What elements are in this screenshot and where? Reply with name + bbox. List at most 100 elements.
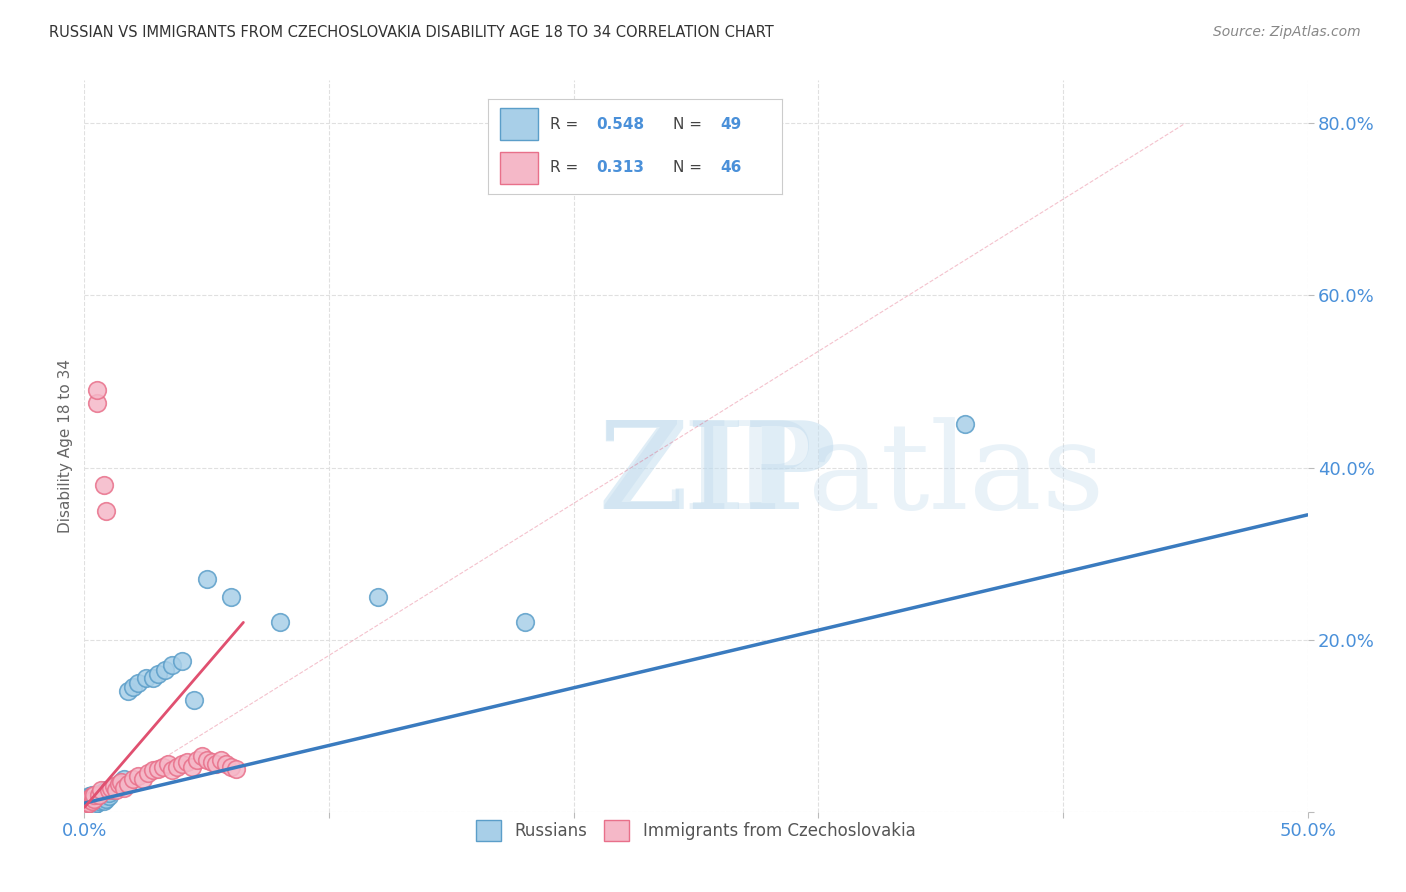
- Point: [77, 797, 100, 811]
- Point: [122, 772, 145, 786]
- Point: [77, 793, 100, 807]
- Point: [86, 796, 108, 810]
- Point: [80, 789, 103, 804]
- Point: [122, 680, 145, 694]
- Point: [209, 753, 232, 767]
- Point: [734, 177, 756, 191]
- Point: [112, 780, 135, 795]
- Point: [146, 762, 169, 776]
- Point: [186, 753, 208, 767]
- Text: Source: ZipAtlas.com: Source: ZipAtlas.com: [1213, 25, 1361, 39]
- Y-axis label: Disability Age 18 to 34: Disability Age 18 to 34: [58, 359, 73, 533]
- Point: [77, 789, 100, 804]
- Point: [76, 792, 98, 806]
- Point: [83, 788, 105, 802]
- Point: [87, 788, 110, 802]
- Point: [110, 774, 132, 789]
- Point: [513, 615, 536, 630]
- Point: [112, 772, 135, 786]
- Point: [80, 794, 103, 808]
- Point: [225, 762, 247, 776]
- Point: [127, 768, 149, 782]
- Text: ZIP: ZIP: [598, 417, 837, 534]
- Point: [117, 777, 139, 791]
- Point: [83, 792, 105, 806]
- Point: [135, 671, 157, 685]
- Point: [90, 792, 112, 806]
- Point: [200, 755, 222, 769]
- Point: [90, 786, 112, 800]
- Point: [77, 792, 100, 806]
- Point: [152, 760, 174, 774]
- Point: [215, 757, 238, 772]
- Point: [77, 796, 100, 810]
- Point: [96, 792, 118, 806]
- Point: [93, 789, 115, 804]
- Point: [86, 383, 108, 397]
- Point: [80, 792, 103, 806]
- Point: [77, 796, 100, 810]
- Point: [172, 757, 194, 772]
- Point: [80, 796, 103, 810]
- Point: [97, 786, 120, 800]
- Point: [132, 772, 155, 786]
- Point: [86, 396, 108, 410]
- Point: [205, 757, 228, 772]
- Point: [172, 654, 194, 668]
- Point: [162, 658, 184, 673]
- Point: [162, 764, 184, 778]
- Point: [103, 780, 125, 795]
- Point: [97, 789, 120, 804]
- Point: [100, 783, 122, 797]
- Point: [269, 615, 291, 630]
- Legend: Russians, Immigrants from Czechoslovakia: Russians, Immigrants from Czechoslovakia: [470, 814, 922, 847]
- Point: [107, 777, 129, 791]
- Point: [191, 748, 214, 763]
- Point: [953, 417, 976, 432]
- Point: [176, 755, 198, 769]
- Point: [136, 766, 159, 780]
- Point: [75, 797, 97, 812]
- Point: [97, 783, 120, 797]
- Point: [80, 788, 103, 802]
- Point: [96, 503, 118, 517]
- Point: [77, 794, 100, 808]
- Point: [76, 794, 98, 808]
- Point: [219, 760, 242, 774]
- Point: [153, 663, 176, 677]
- Text: RUSSIAN VS IMMIGRANTS FROM CZECHOSLOVAKIA DISABILITY AGE 18 TO 34 CORRELATION CH: RUSSIAN VS IMMIGRANTS FROM CZECHOSLOVAKI…: [49, 25, 773, 40]
- Point: [156, 757, 179, 772]
- Point: [117, 684, 139, 698]
- Point: [93, 477, 115, 491]
- Point: [105, 783, 128, 797]
- Point: [76, 796, 98, 810]
- Point: [87, 789, 110, 804]
- Point: [93, 794, 115, 808]
- Point: [86, 792, 108, 806]
- Point: [181, 760, 204, 774]
- Point: [87, 794, 110, 808]
- Point: [103, 779, 125, 793]
- Point: [107, 777, 129, 791]
- Point: [105, 779, 128, 793]
- Point: [110, 774, 132, 789]
- Point: [146, 667, 169, 681]
- Point: [83, 789, 105, 804]
- Point: [90, 783, 112, 797]
- Point: [219, 590, 242, 604]
- Point: [127, 675, 149, 690]
- Point: [86, 788, 108, 802]
- Point: [75, 797, 97, 812]
- Point: [83, 794, 105, 808]
- Point: [96, 783, 118, 797]
- Point: [367, 590, 389, 604]
- Point: [166, 760, 188, 774]
- Point: [76, 794, 98, 808]
- Point: [142, 764, 165, 778]
- Point: [195, 753, 218, 767]
- Point: [142, 671, 165, 685]
- Text: ZIPatlas: ZIPatlas: [598, 417, 1105, 533]
- Point: [100, 780, 122, 795]
- Point: [183, 693, 205, 707]
- Point: [195, 573, 218, 587]
